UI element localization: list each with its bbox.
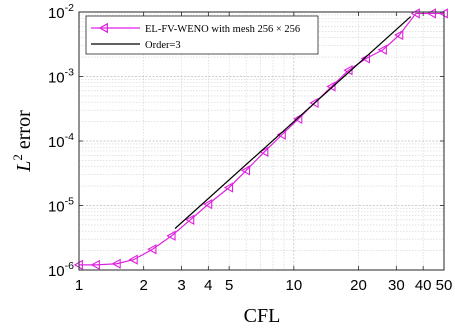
y-tick-labels: 10-6 10-5 10-4 10-3 10-2 xyxy=(48,2,74,280)
legend-marker-series-1 xyxy=(98,22,108,34)
data-point xyxy=(293,113,303,125)
data-point xyxy=(426,8,436,19)
y-axis-title-base: L xyxy=(13,161,35,173)
y-axis-title-rest: error xyxy=(13,110,35,154)
x-axis-title: CFL xyxy=(244,305,281,327)
data-point xyxy=(259,146,269,157)
x-tick-label: 1 xyxy=(75,277,83,294)
x-tick-label: 40 xyxy=(415,277,432,294)
series-line-2 xyxy=(174,16,412,229)
x-tick-label: 4 xyxy=(204,277,212,294)
data-point xyxy=(185,214,195,225)
legend-box xyxy=(85,15,319,55)
y-tick-label: 10-5 xyxy=(48,196,74,216)
y-tick-label: 10-3 xyxy=(48,67,74,87)
data-point xyxy=(203,198,213,210)
data-point xyxy=(128,254,138,265)
svg-text:L2 error: L2 error xyxy=(10,110,35,173)
x-tick-label: 2 xyxy=(140,277,148,294)
y-tick-label: 10-6 xyxy=(48,260,74,280)
x-tick-labels: 1 2 3 4 5 10 20 30 40 50 xyxy=(75,277,453,294)
data-point xyxy=(166,230,176,241)
legend-label-series-1: EL-FV-WENO with mesh 256 × 256 xyxy=(145,24,300,35)
x-tick-label: 3 xyxy=(177,277,185,294)
series-line-1 xyxy=(79,12,444,266)
data-point xyxy=(90,259,100,271)
minor-grid xyxy=(79,12,444,270)
data-point xyxy=(410,8,420,19)
y-axis-title: L2 error xyxy=(10,110,35,173)
x-tick-label: 10 xyxy=(285,277,302,294)
data-point xyxy=(147,244,157,255)
y-axis-title-sup: 2 xyxy=(10,154,25,161)
y-tick-label: 10-2 xyxy=(48,2,74,22)
data-point xyxy=(240,165,251,176)
x-tick-label: 30 xyxy=(388,277,405,294)
x-tick-label: 20 xyxy=(350,277,367,294)
data-point xyxy=(309,97,319,109)
data-point xyxy=(377,44,387,55)
data-point xyxy=(223,182,234,193)
tick-marks xyxy=(78,11,445,271)
y-tick-label: 10-4 xyxy=(48,131,74,151)
data-point xyxy=(394,29,404,41)
data-point xyxy=(111,258,121,269)
x-tick-label: 5 xyxy=(225,277,233,294)
legend-label-series-2: Order=3 xyxy=(145,40,181,51)
major-grid xyxy=(79,12,444,270)
series-layer xyxy=(73,8,448,271)
legend: EL-FV-WENO with mesh 256 × 256 Order=3 xyxy=(85,15,319,55)
x-tick-label: 50 xyxy=(436,277,453,294)
